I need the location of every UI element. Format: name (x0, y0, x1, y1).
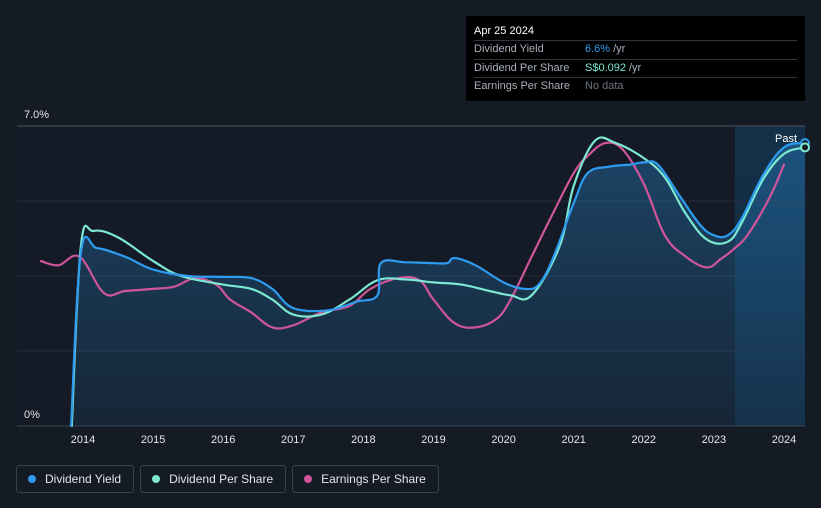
x-tick-label: 2021 (561, 434, 585, 446)
x-tick-label: 2018 (351, 434, 375, 446)
x-tick-label: 2015 (141, 434, 165, 446)
legend-dot-icon (28, 475, 36, 483)
x-tick-label: 2022 (632, 434, 656, 446)
earnings-per-share-line (39, 141, 786, 330)
tooltip-value: No data (585, 80, 624, 92)
past-label: Past (775, 133, 797, 145)
dividend-yield-area (71, 143, 806, 426)
legend-label: Dividend Yield (45, 472, 122, 486)
x-tick-label: 2020 (491, 434, 515, 446)
x-tick-label: 2024 (772, 434, 796, 446)
y-tick-label: 7.0% (24, 109, 49, 121)
legend-label: Earnings Per Share (321, 472, 426, 486)
tooltip: Apr 25 2024 Dividend Yield 6.6% /yr Divi… (466, 16, 805, 101)
tooltip-unit: /yr (613, 43, 626, 55)
tooltip-value: 6.6% (585, 43, 611, 55)
tooltip-row-dividend-yield: Dividend Yield 6.6% /yr (474, 40, 797, 59)
legend: Dividend Yield Dividend Per Share Earnin… (16, 465, 439, 493)
x-tick-label: 2019 (421, 434, 445, 446)
x-tick-label: 2016 (211, 434, 235, 446)
legend-label: Dividend Per Share (169, 472, 274, 486)
x-tick-label: 2017 (281, 434, 305, 446)
tooltip-date: Apr 25 2024 (474, 25, 534, 37)
series-end-marker (800, 142, 811, 153)
legend-dot-icon (304, 475, 313, 483)
tooltip-unit: /yr (628, 61, 642, 74)
tooltip-label: Dividend Yield (474, 43, 544, 55)
tooltip-value: S$0.092 (585, 61, 626, 74)
y-tick-label: 0% (24, 409, 40, 421)
tooltip-label: Earnings Per Share (474, 80, 570, 92)
tooltip-row-earnings-per-share: Earnings Per Share No data (474, 77, 797, 96)
legend-item-dividend-yield[interactable]: Dividend Yield (16, 465, 135, 493)
tooltip-label: Dividend Per Share (474, 61, 570, 74)
x-tick-label: 2014 (71, 434, 95, 446)
legend-item-dividend-per-share[interactable]: Dividend Per Share (140, 465, 287, 493)
dividend-yield-line (70, 142, 807, 428)
x-tick-label: 2023 (702, 434, 726, 446)
legend-dot-icon (152, 475, 161, 483)
dividend-per-share-line (70, 136, 807, 428)
tooltip-row-dividend-per-share: Dividend Per Share S$0.092 /yr (474, 58, 797, 78)
legend-item-earnings-per-share[interactable]: Earnings Per Share (292, 465, 439, 493)
